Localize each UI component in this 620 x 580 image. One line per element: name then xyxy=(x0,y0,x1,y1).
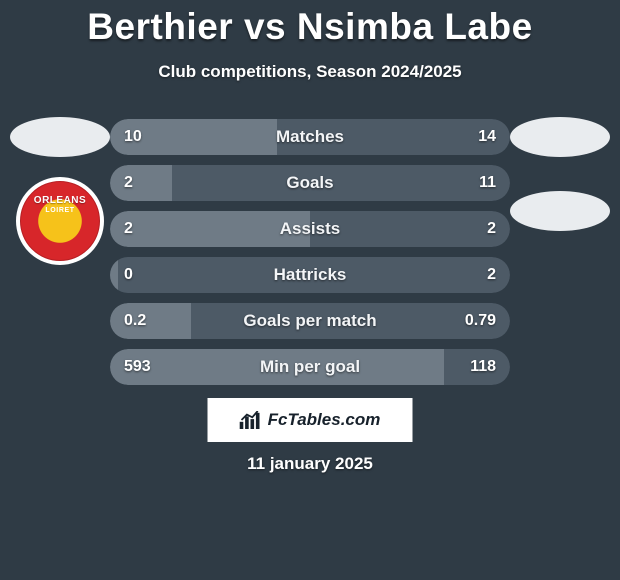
stat-value-right: 2 xyxy=(487,211,496,247)
stat-row: 593118Min per goal xyxy=(110,349,510,385)
attribution-badge: FcTables.com xyxy=(208,398,413,442)
stat-row: 0.20.79Goals per match xyxy=(110,303,510,339)
stat-value-left: 2 xyxy=(124,165,133,201)
player-right-avatar xyxy=(510,117,610,157)
stat-bar-right xyxy=(118,257,510,293)
player-left-club-badge: ORLEANS LOIRET xyxy=(10,177,110,265)
date-text: 11 january 2025 xyxy=(0,454,620,474)
stat-bar-right xyxy=(277,119,510,155)
player-left-avatar xyxy=(10,117,110,157)
player-right-club-badge xyxy=(510,167,610,255)
stat-bar-left xyxy=(110,303,191,339)
stat-row: 02Hattricks xyxy=(110,257,510,293)
stat-value-right: 14 xyxy=(478,119,496,155)
orleans-badge-icon: ORLEANS LOIRET xyxy=(16,177,104,265)
stat-row: 211Goals xyxy=(110,165,510,201)
stat-bar-left xyxy=(110,349,444,385)
attribution-text: FcTables.com xyxy=(268,410,381,430)
stat-bar-left xyxy=(110,165,172,201)
stat-row: 1014Matches xyxy=(110,119,510,155)
stats-bars: 1014Matches211Goals22Assists02Hattricks0… xyxy=(110,119,510,385)
stat-value-left: 0 xyxy=(124,257,133,293)
fctables-logo-icon xyxy=(240,411,262,429)
stat-value-right: 11 xyxy=(479,165,496,201)
stat-bar-left xyxy=(110,257,118,293)
stat-bar-left xyxy=(110,211,310,247)
stat-value-right: 2 xyxy=(487,257,496,293)
stat-bar-right xyxy=(310,211,510,247)
stat-value-left: 2 xyxy=(124,211,133,247)
stat-value-right: 118 xyxy=(470,349,496,385)
stat-value-left: 593 xyxy=(124,349,151,385)
club-placeholder-icon xyxy=(510,191,610,231)
page-title: Berthier vs Nsimba Labe xyxy=(0,0,620,48)
stat-value-left: 0.2 xyxy=(124,303,146,339)
stat-value-left: 10 xyxy=(124,119,142,155)
stat-value-right: 0.79 xyxy=(465,303,496,339)
stat-bar-right xyxy=(191,303,510,339)
stat-row: 22Assists xyxy=(110,211,510,247)
stat-bar-right xyxy=(172,165,510,201)
page-subtitle: Club competitions, Season 2024/2025 xyxy=(0,62,620,82)
